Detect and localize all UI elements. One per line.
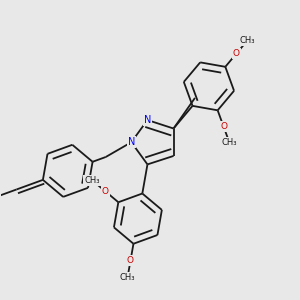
Text: N: N — [128, 137, 135, 147]
Text: O: O — [127, 256, 134, 265]
Text: O: O — [220, 122, 227, 131]
Text: N: N — [144, 115, 151, 125]
Text: O: O — [233, 49, 240, 58]
Text: CH₃: CH₃ — [120, 273, 135, 282]
Text: O: O — [102, 187, 109, 196]
Text: CH₃: CH₃ — [222, 138, 237, 147]
Text: CH₃: CH₃ — [240, 36, 255, 45]
Text: CH₃: CH₃ — [84, 176, 100, 185]
